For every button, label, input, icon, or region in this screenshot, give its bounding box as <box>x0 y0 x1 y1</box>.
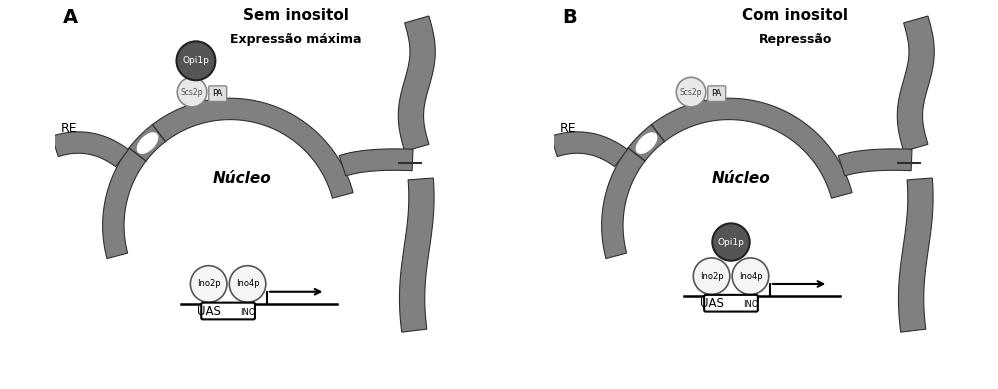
Text: Ino2p: Ino2p <box>197 279 221 289</box>
Polygon shape <box>103 98 353 259</box>
Circle shape <box>733 258 768 294</box>
Text: Ino2p: Ino2p <box>700 272 724 281</box>
Text: Opi1p: Opi1p <box>718 238 745 247</box>
Polygon shape <box>399 178 434 332</box>
Circle shape <box>230 266 265 302</box>
Polygon shape <box>838 149 912 176</box>
Polygon shape <box>898 178 933 332</box>
Text: UAS: UAS <box>198 305 222 317</box>
Polygon shape <box>52 132 129 166</box>
Polygon shape <box>551 132 628 166</box>
FancyBboxPatch shape <box>202 303 254 319</box>
Text: Sem inositol: Sem inositol <box>244 8 349 23</box>
Text: Scs2p: Scs2p <box>680 88 703 96</box>
Polygon shape <box>398 16 435 151</box>
Polygon shape <box>602 98 852 259</box>
Text: INO: INO <box>241 308 256 317</box>
Text: INO: INO <box>744 300 758 309</box>
Text: PA: PA <box>712 89 722 98</box>
Text: Ino4p: Ino4p <box>739 272 762 281</box>
Text: Expressão máxima: Expressão máxima <box>231 33 362 46</box>
Text: PA: PA <box>213 89 223 98</box>
Text: Núcleo: Núcleo <box>213 172 271 186</box>
Text: Scs2p: Scs2p <box>181 88 204 96</box>
Circle shape <box>694 258 730 294</box>
Polygon shape <box>339 149 413 176</box>
Text: Repressão: Repressão <box>758 33 832 46</box>
FancyBboxPatch shape <box>209 86 227 102</box>
Text: Núcleo: Núcleo <box>712 172 770 186</box>
Text: RE: RE <box>560 122 577 135</box>
Polygon shape <box>897 16 934 151</box>
Text: A: A <box>63 8 78 27</box>
Text: Ino4p: Ino4p <box>236 279 259 289</box>
Circle shape <box>191 266 227 302</box>
Ellipse shape <box>138 133 158 153</box>
Text: UAS: UAS <box>701 297 724 310</box>
Ellipse shape <box>637 133 657 153</box>
Text: Com inositol: Com inositol <box>743 8 848 23</box>
FancyBboxPatch shape <box>705 295 757 312</box>
Text: B: B <box>562 8 577 27</box>
Text: Opi1p: Opi1p <box>183 56 210 65</box>
Circle shape <box>178 77 207 107</box>
Text: RE: RE <box>61 122 78 135</box>
Circle shape <box>713 223 749 261</box>
FancyBboxPatch shape <box>708 86 726 102</box>
Circle shape <box>177 41 216 80</box>
Circle shape <box>677 77 706 107</box>
